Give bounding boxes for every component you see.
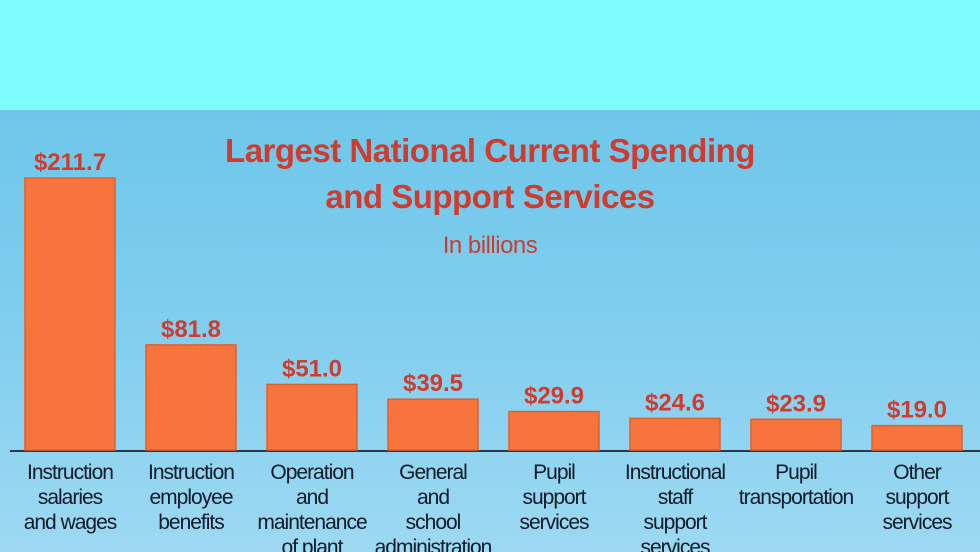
bar-6: [750, 418, 842, 451]
category-label-line: support: [522, 486, 586, 509]
bar-1: [145, 344, 237, 451]
bar-4: [508, 410, 600, 451]
category-label-line: transportation: [738, 486, 854, 509]
category-label-line: staff: [657, 486, 693, 509]
chart-panel: $211.7 $81.8 $51.0 $39.5 $29.9 $24.6 $23.9 $19.…: [0, 110, 980, 552]
category-label-3: General and school administration: [373, 460, 493, 552]
category-label-line: support: [643, 511, 707, 534]
category-label-line: of plant: [281, 536, 344, 552]
value-label-1: $81.8: [161, 316, 221, 343]
category-label-0: Instruction salaries and wages: [10, 460, 130, 535]
chart-title: Largest National Current Spending: [225, 132, 755, 169]
top-band: [0, 0, 980, 110]
bar-2: [266, 383, 358, 451]
value-label-6: $23.9: [766, 390, 826, 417]
category-label-line: and: [295, 486, 329, 509]
category-label-line: and wages: [23, 511, 118, 534]
value-label-5: $24.6: [645, 389, 705, 416]
category-label-2: Operation and maintenance of plant: [252, 460, 372, 552]
category-label-line: administration: [374, 536, 493, 552]
category-label-5: Instructional staff support services: [615, 460, 735, 552]
bar-0: [24, 177, 116, 451]
value-label-0: $211.7: [34, 149, 106, 176]
category-label-line: Instruction: [148, 461, 235, 484]
bar-3: [387, 398, 479, 451]
category-label-line: services: [519, 511, 589, 534]
category-label-line: General: [399, 461, 468, 484]
value-label-4: $29.9: [524, 383, 584, 410]
category-label-line: Instruction: [27, 461, 114, 484]
category-label-1: Instruction employee benefits: [131, 460, 251, 535]
chart-title-line2: and Support Services: [325, 178, 655, 215]
bar-7: [871, 424, 963, 451]
category-label-line: employee: [149, 486, 233, 509]
category-label-4: Pupil support services: [494, 460, 614, 535]
category-label-line: Other: [893, 461, 942, 484]
bar-5: [629, 417, 721, 451]
category-label-7: Other support services: [857, 460, 977, 535]
category-label-6: Pupil transportation: [736, 460, 856, 510]
chart-subtitle: In billions: [442, 232, 538, 259]
category-label-line: Instructional: [624, 461, 726, 484]
bar-chart: $211.7 $81.8 $51.0 $39.5 $29.9 $24.6 $23.9 $19.…: [10, 149, 980, 452]
category-label-line: support: [885, 486, 949, 509]
value-label-3: $39.5: [403, 370, 463, 397]
category-label-line: services: [640, 536, 710, 552]
value-label-2: $51.0: [282, 355, 342, 382]
category-label-line: maintenance: [257, 511, 367, 534]
category-label-line: and: [416, 486, 450, 509]
category-label-line: salaries: [37, 486, 103, 509]
category-label-line: benefits: [158, 511, 225, 534]
category-label-line: school: [405, 511, 462, 534]
category-label-line: services: [882, 511, 952, 534]
category-label-line: Pupil: [533, 461, 576, 484]
category-label-line: Pupil: [775, 461, 818, 484]
value-label-7: $19.0: [887, 397, 947, 424]
category-label-line: Operation: [270, 461, 354, 484]
